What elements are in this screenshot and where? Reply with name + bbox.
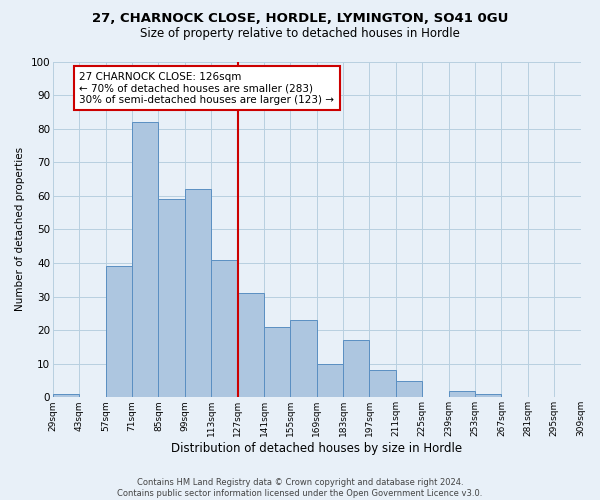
Bar: [396, 380, 422, 398]
Text: Size of property relative to detached houses in Hordle: Size of property relative to detached ho…: [140, 28, 460, 40]
Y-axis label: Number of detached properties: Number of detached properties: [15, 148, 25, 312]
X-axis label: Distribution of detached houses by size in Hordle: Distribution of detached houses by size …: [171, 442, 462, 455]
Text: 27 CHARNOCK CLOSE: 126sqm
← 70% of detached houses are smaller (283)
30% of semi: 27 CHARNOCK CLOSE: 126sqm ← 70% of detac…: [79, 72, 334, 105]
Bar: [290, 320, 317, 398]
Bar: [449, 390, 475, 398]
Text: Contains HM Land Registry data © Crown copyright and database right 2024.
Contai: Contains HM Land Registry data © Crown c…: [118, 478, 482, 498]
Bar: [370, 370, 396, 398]
Bar: [158, 199, 185, 398]
Bar: [475, 394, 502, 398]
Bar: [343, 340, 370, 398]
Text: 27, CHARNOCK CLOSE, HORDLE, LYMINGTON, SO41 0GU: 27, CHARNOCK CLOSE, HORDLE, LYMINGTON, S…: [92, 12, 508, 26]
Bar: [106, 266, 132, 398]
Bar: [264, 327, 290, 398]
Bar: [132, 122, 158, 398]
Bar: [53, 394, 79, 398]
Bar: [238, 293, 264, 398]
Bar: [581, 394, 600, 398]
Bar: [211, 260, 238, 398]
Bar: [317, 364, 343, 398]
Bar: [185, 189, 211, 398]
